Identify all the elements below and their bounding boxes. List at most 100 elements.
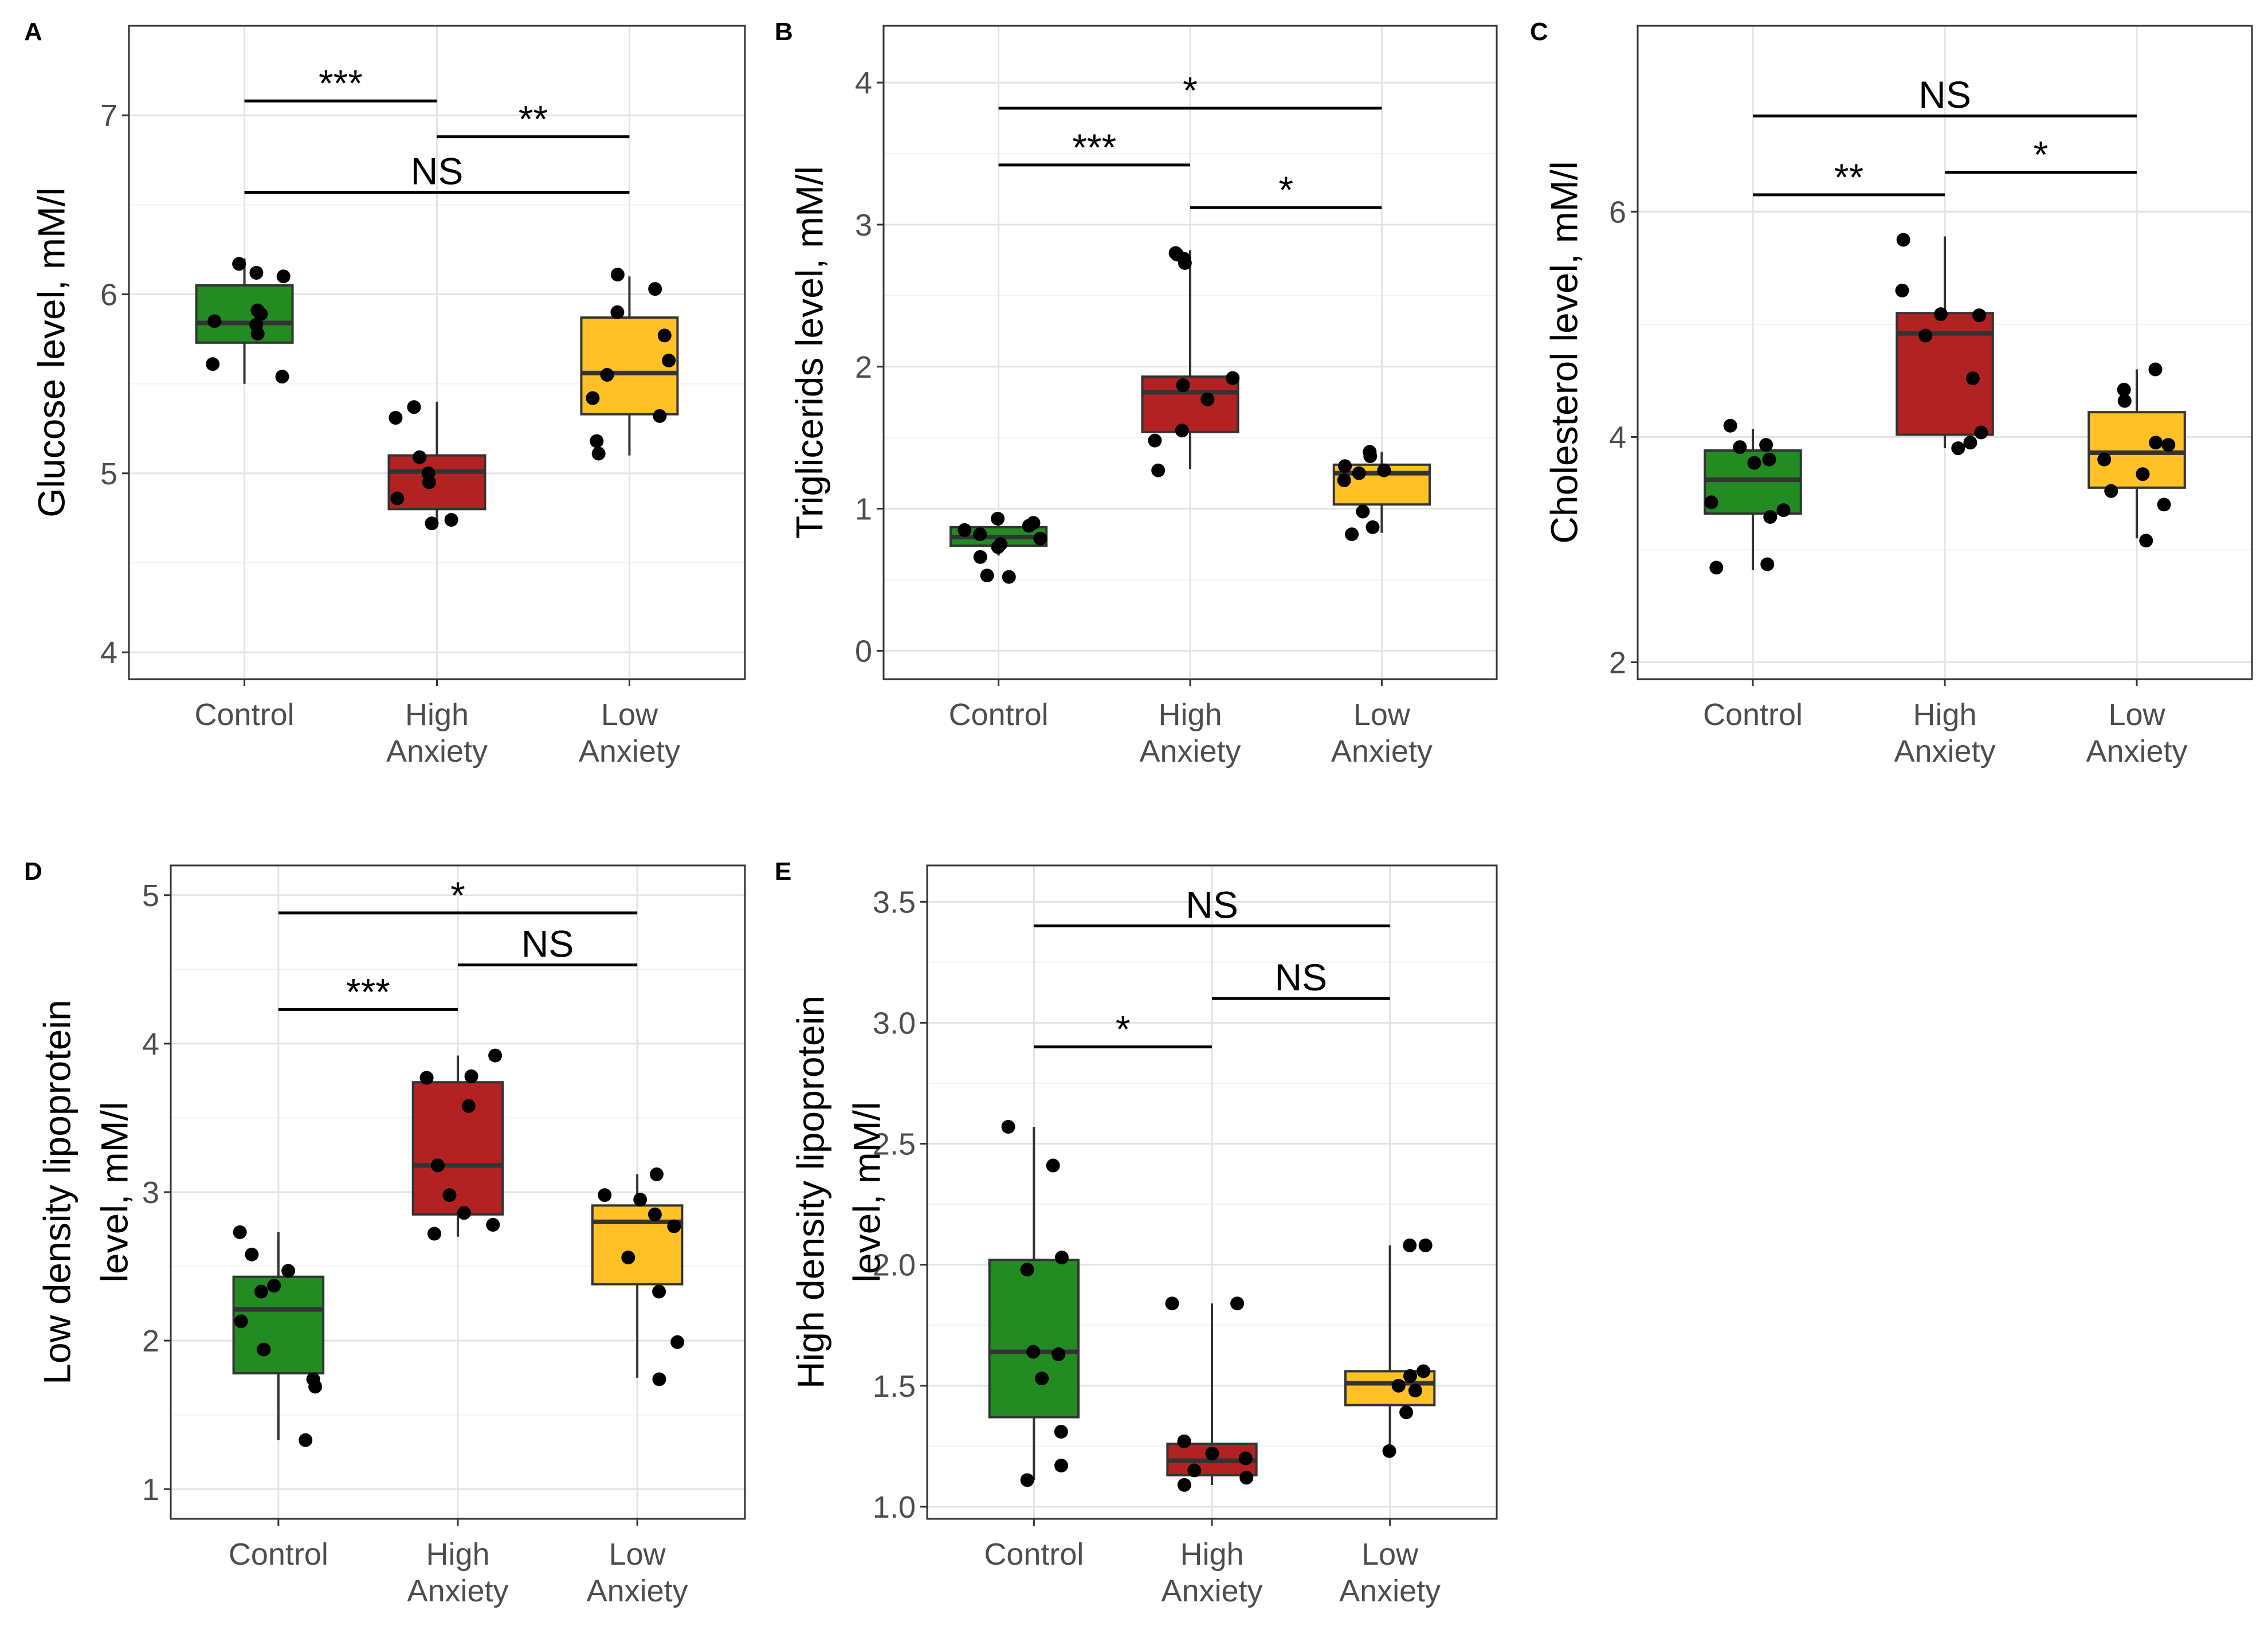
- x-tick-label: High Anxiety: [407, 1537, 508, 1608]
- box-low-anxiety: [591, 1174, 684, 1378]
- data-point: [1363, 449, 1378, 463]
- data-point: [652, 1284, 666, 1299]
- box-body: [591, 1204, 684, 1286]
- data-point: [1416, 1364, 1431, 1378]
- data-point: [973, 550, 987, 564]
- data-point: [390, 491, 405, 506]
- significance-label: *: [1183, 69, 1198, 112]
- significance-label: *: [450, 874, 465, 916]
- y-tick-label: 1.0: [873, 1490, 916, 1525]
- y-tick-label: 5: [100, 457, 117, 491]
- data-point: [1022, 519, 1036, 533]
- data-point: [1377, 463, 1391, 477]
- data-point: [667, 1219, 681, 1233]
- data-point: [1178, 256, 1192, 270]
- data-point: [257, 1342, 271, 1357]
- box-high-anxiety: [1141, 250, 1239, 469]
- significance-label: NS: [1274, 956, 1327, 998]
- data-point: [1965, 371, 1980, 386]
- data-point: [234, 1314, 248, 1329]
- data-point: [308, 1380, 323, 1394]
- data-point: [633, 1192, 648, 1206]
- data-point: [1776, 503, 1791, 518]
- data-point: [1020, 1263, 1034, 1277]
- box-high-anxiety: [387, 401, 486, 527]
- y-tick-label: 3: [855, 208, 872, 242]
- data-point: [1723, 418, 1737, 433]
- data-point: [1176, 378, 1190, 392]
- data-point: [1963, 436, 1977, 450]
- data-point: [1148, 433, 1162, 448]
- significance-label: ***: [1072, 126, 1116, 169]
- data-point: [1054, 1251, 1069, 1264]
- data-point: [2104, 484, 2118, 498]
- panel-letter: E: [775, 857, 791, 886]
- data-point: [610, 268, 625, 282]
- data-point: [419, 1071, 434, 1085]
- data-point: [991, 511, 1005, 526]
- box-body: [232, 1275, 325, 1375]
- x-tick-label: Control: [949, 698, 1049, 732]
- significance-label: NS: [411, 150, 464, 192]
- y-tick-label: 4: [142, 1027, 159, 1061]
- data-point: [1352, 466, 1366, 480]
- y-tick-label: 3.0: [873, 1006, 916, 1040]
- box-body: [195, 284, 294, 344]
- data-point: [1896, 233, 1910, 247]
- data-point: [653, 409, 667, 423]
- y-tick-label: 6: [100, 277, 117, 312]
- data-point: [1933, 307, 1948, 322]
- data-point: [442, 1188, 457, 1202]
- data-point: [1054, 1425, 1068, 1439]
- data-point: [591, 446, 606, 461]
- data-point: [1177, 1434, 1191, 1448]
- x-tick-label: Control: [984, 1537, 1084, 1572]
- data-point: [245, 1247, 259, 1261]
- data-point: [670, 1335, 685, 1349]
- data-point: [444, 513, 458, 527]
- box-control: [232, 1232, 325, 1440]
- data-point: [1399, 1405, 1414, 1420]
- panel-letter: D: [24, 857, 42, 886]
- data-point: [2148, 362, 2163, 377]
- data-point: [1709, 561, 1724, 575]
- y-tick-label: 3.5: [873, 885, 916, 919]
- y-tick-label: 2.0: [873, 1248, 916, 1283]
- data-point: [648, 282, 662, 296]
- data-point: [389, 411, 403, 425]
- y-axis-title: Low density lipoprotein: [36, 1000, 78, 1384]
- x-tick-label: Low Anxiety: [1331, 698, 1433, 769]
- data-point: [1151, 463, 1166, 477]
- y-axis-title: High density lipoprotein: [789, 996, 831, 1389]
- data-point: [206, 357, 220, 371]
- data-point: [600, 368, 614, 382]
- data-point: [1403, 1369, 1417, 1383]
- x-tick-label: Control: [1703, 698, 1803, 732]
- box-body: [1141, 375, 1239, 433]
- data-point: [1337, 473, 1351, 488]
- y-tick-label: 5: [142, 879, 159, 913]
- data-point: [649, 1167, 664, 1181]
- data-point: [232, 257, 246, 271]
- data-point: [598, 1188, 612, 1202]
- data-point: [2149, 436, 2163, 450]
- data-point: [1365, 520, 1380, 534]
- x-tick-label: High Anxiety: [1894, 698, 1995, 769]
- data-point: [1338, 459, 1352, 473]
- significance-label: **: [1834, 156, 1863, 198]
- data-point: [1002, 570, 1016, 584]
- significance-label: *: [1278, 169, 1293, 211]
- data-point: [1762, 452, 1776, 467]
- y-tick-label: 2.5: [873, 1127, 916, 1162]
- y-tick-label: 2: [855, 350, 872, 385]
- data-point: [254, 1284, 268, 1299]
- significance-label: NS: [1918, 73, 1971, 116]
- y-tick-label: 7: [100, 99, 117, 133]
- data-point: [1238, 1451, 1253, 1466]
- data-point: [2161, 438, 2176, 452]
- data-point: [1918, 328, 1933, 343]
- data-point: [1747, 456, 1761, 470]
- data-point: [586, 391, 600, 405]
- x-tick-label: Low Anxiety: [1339, 1537, 1441, 1608]
